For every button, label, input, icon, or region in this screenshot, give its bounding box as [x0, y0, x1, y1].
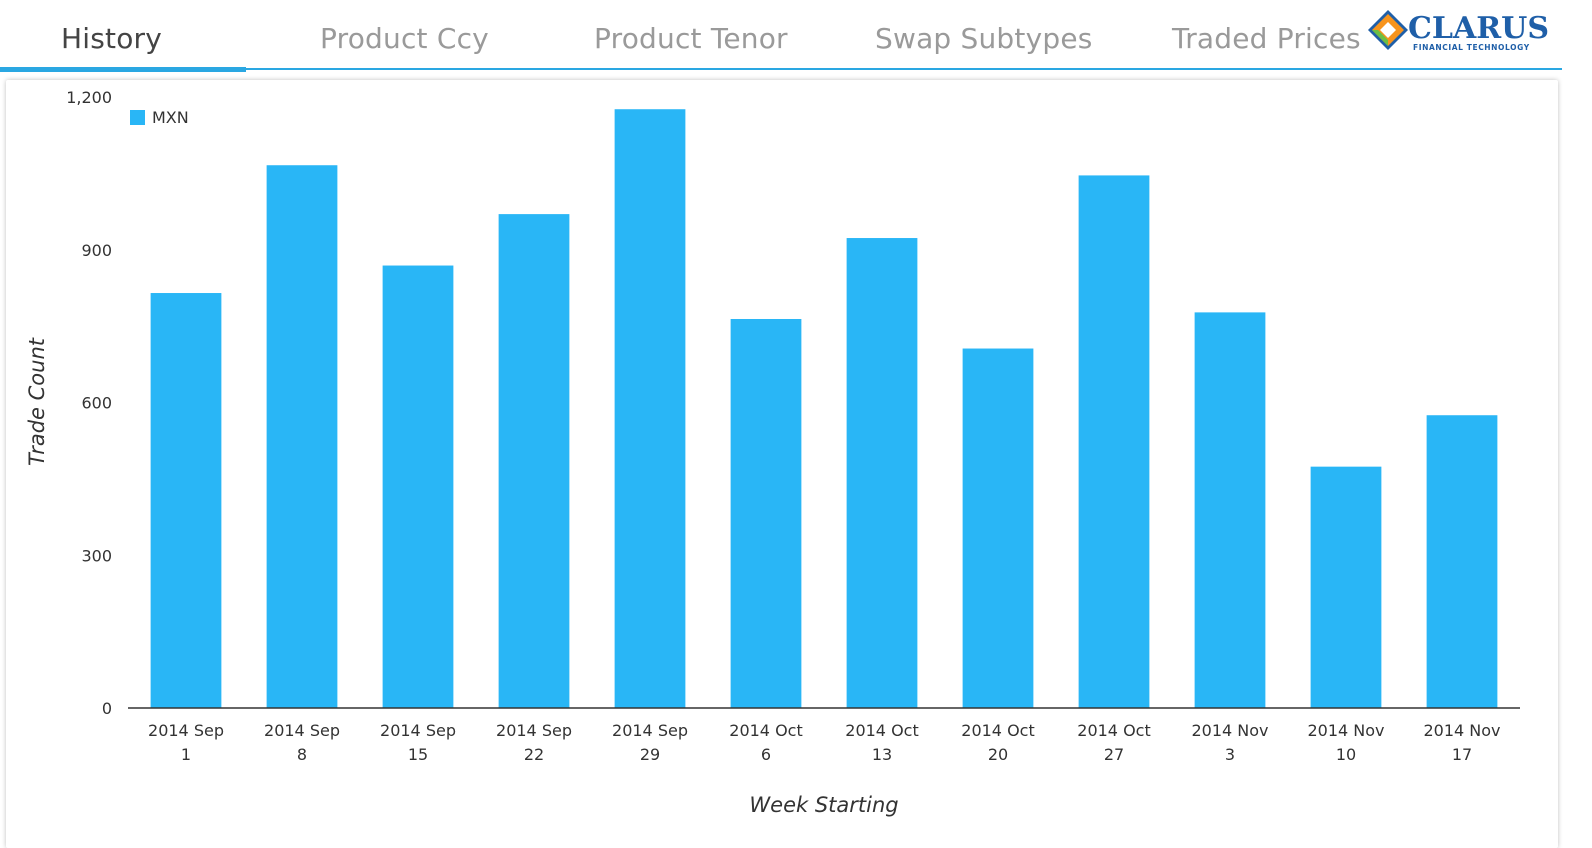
bar[interactable]: [730, 318, 802, 708]
bar[interactable]: [614, 109, 686, 709]
x-tick-label: 2014 Nov 17: [1423, 721, 1500, 764]
bar[interactable]: [382, 265, 454, 708]
bar[interactable]: [846, 238, 918, 708]
bar[interactable]: [1078, 175, 1150, 708]
x-tick-label: 2014 Sep 29: [612, 721, 688, 764]
tab-history[interactable]: History: [61, 22, 163, 55]
chart-legend[interactable]: MXN: [130, 108, 189, 127]
logo-wordmark: CLARUS: [1408, 11, 1549, 46]
y-tick-label: 600: [81, 394, 112, 413]
y-axis-title: Trade Count: [25, 337, 49, 466]
bar[interactable]: [1194, 312, 1266, 708]
x-axis-title: Week Starting: [749, 793, 898, 817]
tab-traded-prices[interactable]: Traded Prices: [1172, 22, 1361, 55]
x-tick-label: 2014 Sep 22: [496, 721, 572, 764]
clarus-diamond-logo-icon: CLARUS FINANCIAL TECHNOLOGY: [1368, 10, 1549, 52]
logo-tagline: FINANCIAL TECHNOLOGY: [1413, 43, 1530, 52]
tab-swap-subtypes[interactable]: Swap Subtypes: [875, 22, 1093, 55]
x-tick-label: 2014 Nov 10: [1307, 721, 1384, 764]
bar[interactable]: [150, 293, 222, 708]
tab-product-ccy[interactable]: Product Ccy: [320, 22, 489, 55]
x-axis-ticks: 2014 Sep 1 2014 Sep 8 2014 Sep 15 2014 Sep 22 20…: [148, 721, 1501, 764]
legend-label: MXN: [152, 108, 189, 127]
bar[interactable]: [1426, 415, 1498, 708]
bar[interactable]: [1310, 466, 1382, 708]
tab-bar-divider: [0, 68, 1562, 70]
active-tab-indicator: [0, 67, 246, 72]
x-tick-label: 2014 Oct 13: [845, 721, 918, 764]
clarus-logo: CLARUS FINANCIAL TECHNOLOGY: [1364, 8, 1554, 56]
x-tick-label: 2014 Sep 8: [264, 721, 340, 764]
y-tick-label: 900: [81, 241, 112, 260]
x-tick-label: 2014 Oct 6: [729, 721, 802, 764]
bar[interactable]: [962, 348, 1034, 708]
x-tick-label: 2014 Oct 20: [961, 721, 1034, 764]
x-tick-label: 2014 Oct 27: [1077, 721, 1150, 764]
tab-bar: History Product Ccy Product Tenor Swap S…: [0, 0, 1562, 72]
legend-swatch: [130, 110, 145, 125]
y-axis-ticks: 0 300 600 900 1,200: [66, 88, 112, 718]
y-tick-label: 1,200: [66, 88, 112, 107]
x-tick-label: 2014 Nov 3: [1191, 721, 1268, 764]
bar[interactable]: [266, 165, 338, 708]
x-tick-label: 2014 Sep 15: [380, 721, 456, 764]
y-tick-label: 300: [81, 546, 112, 565]
tab-product-tenor[interactable]: Product Tenor: [594, 22, 788, 55]
x-tick-label: 2014 Sep 1: [148, 721, 224, 764]
y-tick-label: 0: [102, 699, 112, 718]
bar[interactable]: [498, 214, 570, 708]
bar-series-mxn: [150, 109, 1498, 709]
